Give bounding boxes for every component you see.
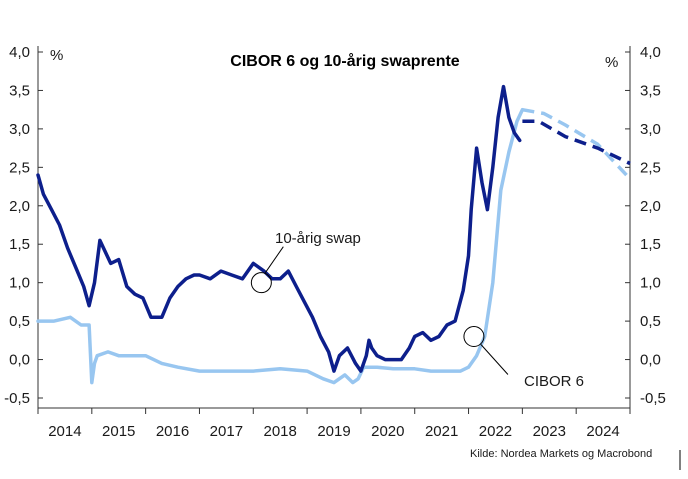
left-tick-label: 1,5 xyxy=(9,236,30,253)
swap-annotation-label: 10-årig swap xyxy=(275,230,361,247)
left-tick-label: 4,0 xyxy=(9,44,30,61)
right-y-axis: 4,0 3,5 3,0 2,5 2,0 1,5 1,0 0,5 0,0 -0,5 xyxy=(625,44,666,408)
annotations-group: 10-årig swap CIBOR 6 xyxy=(250,230,584,390)
left-tick-label: 0,5 xyxy=(9,313,30,330)
x-tick-label: 2015 xyxy=(102,423,135,440)
left-tick-label: 1,0 xyxy=(9,275,30,292)
x-axis: 2014 2015 2016 2017 2018 2019 2020 2021 2022 2023… xyxy=(37,407,631,440)
left-tick-label: 3,5 xyxy=(9,82,30,99)
left-tick-label: 3,0 xyxy=(9,121,30,138)
left-tick-label: 0,0 xyxy=(9,352,30,369)
cibor-annotation-label: CIBOR 6 xyxy=(524,373,584,390)
chart-title: CIBOR 6 og 10-årig swaprente xyxy=(230,52,459,70)
x-tick-label: 2014 xyxy=(48,423,81,440)
right-tick-label: 3,5 xyxy=(640,82,661,99)
cibor-annotation-leader xyxy=(480,344,509,375)
right-tick-label: 0,5 xyxy=(640,313,661,330)
source-note: Kilde: Nordea Markets og Macrobond xyxy=(470,448,652,460)
left-unit-label: % xyxy=(50,47,63,64)
left-tick-label: -0,5 xyxy=(4,390,30,407)
right-unit-label: % xyxy=(605,54,618,71)
x-tick-label: 2022 xyxy=(479,423,512,440)
x-tick-label: 2021 xyxy=(425,423,458,440)
left-tick-label: 2,5 xyxy=(9,159,30,176)
series-line-3 xyxy=(522,107,632,181)
right-tick-label: 0,0 xyxy=(640,352,661,369)
x-tick-label: 2023 xyxy=(533,423,566,440)
series-line-2 xyxy=(36,107,525,385)
x-tick-label: 2018 xyxy=(263,423,296,440)
right-tick-label: -0,5 xyxy=(640,390,666,407)
x-tick-label: 2016 xyxy=(156,423,189,440)
right-tick-label: 3,0 xyxy=(640,121,661,138)
right-tick-label: 1,0 xyxy=(640,275,661,292)
swap-annotation-leader xyxy=(264,246,284,273)
left-y-axis: 4,0 3,5 3,0 2,5 2,0 1,5 1,0 0,5 0,0 -0,5 xyxy=(4,44,43,408)
series-group xyxy=(36,84,632,385)
series-line-0 xyxy=(36,84,522,373)
x-tick-label: 2024 xyxy=(586,423,619,440)
x-tick-label: 2020 xyxy=(371,423,404,440)
swap-annotation-circle xyxy=(250,272,272,294)
x-tick-label: 2017 xyxy=(210,423,243,440)
right-tick-label: 2,5 xyxy=(640,159,661,176)
right-tick-label: 2,0 xyxy=(640,198,661,215)
series-line-1 xyxy=(522,119,631,166)
right-tick-label: 4,0 xyxy=(640,44,661,61)
right-tick-label: 1,5 xyxy=(640,236,661,253)
cibor-annotation-circle xyxy=(463,325,485,347)
left-tick-label: 2,0 xyxy=(9,198,30,215)
x-tick-label: 2019 xyxy=(317,423,350,440)
